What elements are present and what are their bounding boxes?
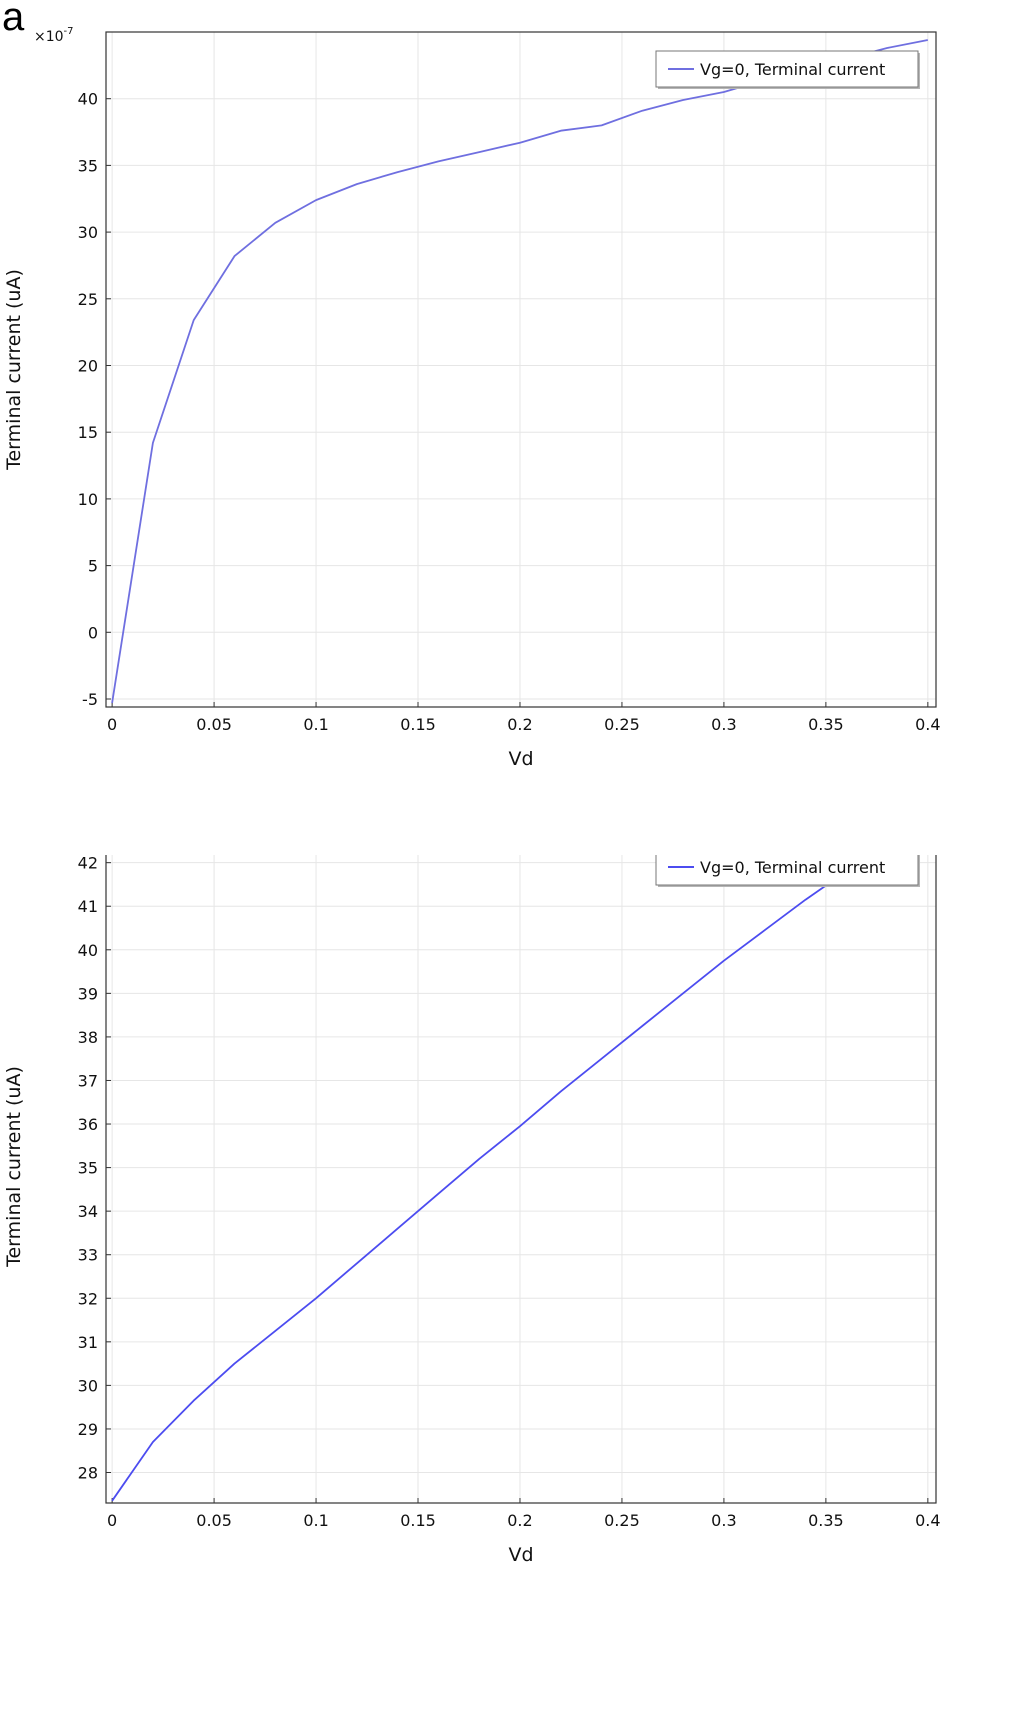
y-axis-title-a: Terminal current (uA) [3,269,25,471]
y-tick-label-b-0: 28 [78,1464,98,1483]
legend-label-a-0: Vg=0, Terminal current [700,60,885,79]
x-tick-label-a-4: 0.2 [507,715,532,734]
y-tick-label-b-7: 35 [78,1159,98,1178]
y-multiplier-base-a: ×10 [34,29,64,45]
x-tick-label-a-0: 0 [107,715,117,734]
plot-frame-a [105,31,937,708]
x-tick-label-b-5: 0.25 [604,1511,640,1530]
y-tick-label-b-2: 30 [78,1376,98,1395]
x-tick-label-b-4: 0.2 [507,1511,532,1530]
y-tick-label-b-9: 37 [78,1071,98,1090]
chart-panel-b: 0 0.05 0.1 0.15 0.2 0.25 0.3 0.35 0.4 28 29 30 31 32 3… [0,855,1031,1710]
y-tick-label-b-13: 41 [78,897,98,916]
chart-panel-a: 0 0.05 0.1 0.15 0.2 0.25 0.3 0.35 0.4 -5 0 5 10 15 20 2… [2,0,941,770]
x-tick-label-a-5: 0.25 [604,715,640,734]
y-tick-label-b-11: 39 [78,984,98,1003]
plot-frame-b [105,855,937,1504]
plot-area-a [106,32,936,707]
y-tick-label-b-1: 29 [78,1420,98,1439]
legend-box-b [655,855,919,886]
x-tick-label-a-3: 0.15 [400,715,436,734]
y-tick-label-a-3: 10 [78,490,98,509]
chart-b-svg: 0 0.05 0.1 0.15 0.2 0.25 0.3 0.35 0.4 28 29 30 31 32 3… [3,855,941,1566]
x-tick-label-b-0: 0 [107,1511,117,1530]
x-tick-label-a-1: 0.05 [196,715,232,734]
y-tick-label-a-6: 25 [78,290,98,309]
y-tick-label-a-7: 30 [78,223,98,242]
x-tick-label-b-1: 0.05 [196,1511,232,1530]
y-tick-label-b-12: 40 [78,941,98,960]
y-tick-label-b-4: 32 [78,1289,98,1308]
x-tick-label-b-2: 0.1 [303,1511,328,1530]
y-axis-title-b: Terminal current (uA) [3,1066,25,1268]
y-tick-label-b-3: 31 [78,1333,98,1352]
y-tick-label-a-9: 40 [78,90,98,109]
x-axis-title-a: Vd [508,748,533,770]
x-tick-label-b-3: 0.15 [400,1511,436,1530]
x-tick-label-b-8: 0.4 [915,1511,940,1530]
x-tick-label-b-7: 0.35 [808,1511,844,1530]
y-tick-label-a-5: 20 [78,356,98,375]
y-tick-label-a-4: 15 [78,423,98,442]
y-tick-label-b-5: 33 [78,1246,98,1265]
y-tick-label-b-8: 36 [78,1115,98,1134]
chart-a-svg: 0 0.05 0.1 0.15 0.2 0.25 0.3 0.35 0.4 -5 0 5 10 15 20 2… [2,0,941,770]
y-tick-label-b-14: 42 [78,855,98,873]
panel-letter-a: a [2,0,25,39]
x-tick-label-a-8: 0.4 [915,715,940,734]
y-tick-label-a-8: 35 [78,156,98,175]
legend-label-b-0: Vg=0, Terminal current [700,858,885,877]
plot-area-b [106,855,936,1503]
x-tick-label-a-6: 0.3 [711,715,736,734]
x-tick-label-b-6: 0.3 [711,1511,736,1530]
y-tick-label-b-10: 38 [78,1028,98,1047]
x-tick-label-a-2: 0.1 [303,715,328,734]
y-multiplier-exponent-a: -7 [64,26,74,37]
y-tick-label-a-0: -5 [82,690,98,709]
y-tick-label-a-2: 5 [88,557,98,576]
y-tick-label-a-1: 0 [88,623,98,642]
y-multiplier-a: ×10-7 [34,26,74,45]
legend-box-a [655,50,919,88]
y-tick-label-b-6: 34 [78,1202,98,1221]
x-tick-label-a-7: 0.35 [808,715,844,734]
x-axis-title-b: Vd [508,1544,533,1566]
series-line-b-0 [111,855,876,1502]
